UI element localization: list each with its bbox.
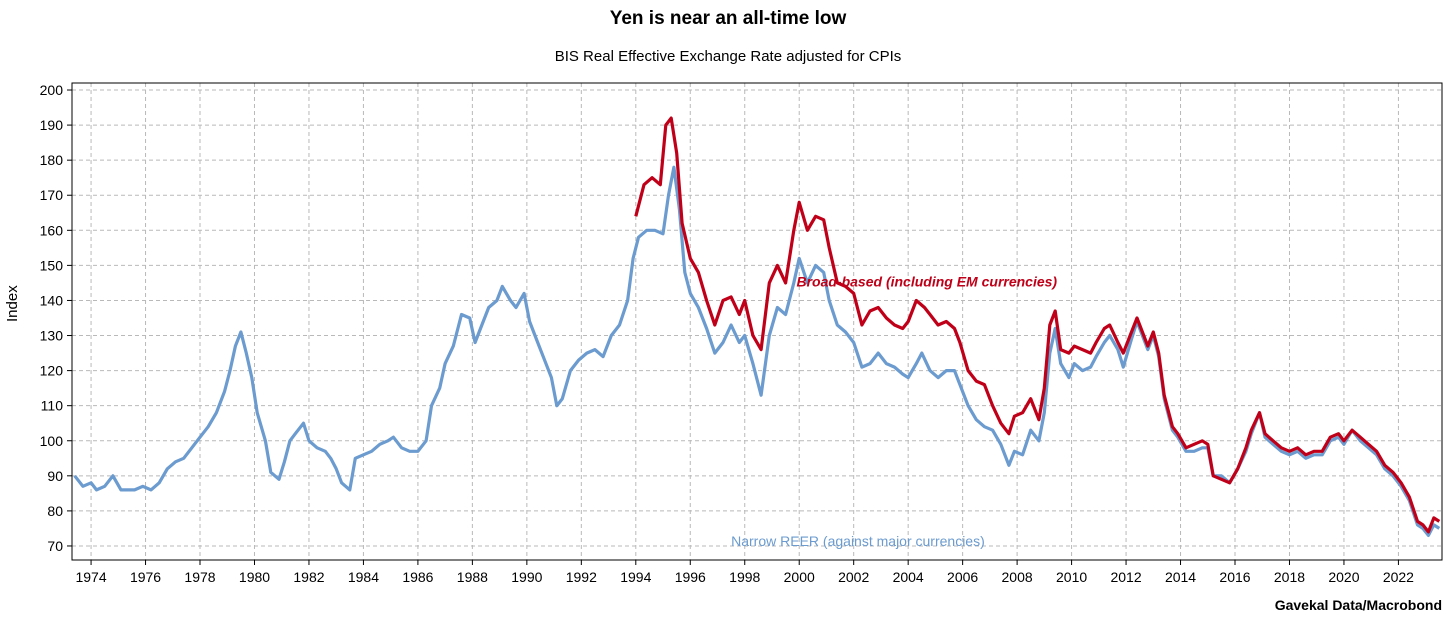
x-axis: 1974 1976 1978 1980 1982 1984 1986 1988 1990 1992… [75, 560, 1414, 585]
x-tick-label: 2014 [1165, 569, 1196, 585]
x-tick-label: 2002 [838, 569, 869, 585]
y-tick-label: 80 [47, 503, 63, 519]
x-tick-label: 1990 [511, 569, 542, 585]
narrow-reer-label: Narrow REER (against major currencies) [731, 533, 985, 549]
y-tick-label: 100 [40, 433, 64, 449]
x-tick-label: 1980 [239, 569, 270, 585]
y-tick-label: 170 [40, 187, 64, 203]
y-tick-label: 130 [40, 328, 64, 344]
x-tick-label: 2018 [1274, 569, 1305, 585]
chart-title: Yen is near an all-time low [609, 8, 847, 29]
y-tick-label: 70 [47, 538, 63, 554]
x-tick-label: 1986 [402, 569, 433, 585]
y-tick-label: 200 [40, 82, 64, 98]
x-tick-label: 2016 [1219, 569, 1250, 585]
x-tick-label: 2008 [1002, 569, 1033, 585]
y-axis: 70 80 90 100 110 120 130 140 150 160 170 180 190 200 [40, 82, 72, 554]
y-tick-label: 140 [40, 292, 64, 308]
x-tick-label: 1992 [566, 569, 597, 585]
x-tick-label: 2010 [1056, 569, 1087, 585]
x-tick-label: 1988 [457, 569, 488, 585]
x-tick-label: 2000 [784, 569, 815, 585]
y-tick-label: 180 [40, 152, 64, 168]
x-tick-label: 2020 [1328, 569, 1359, 585]
x-tick-label: 1996 [675, 569, 706, 585]
x-tick-label: 1994 [620, 569, 651, 585]
x-tick-label: 1978 [184, 569, 215, 585]
x-tick-label: 2006 [947, 569, 978, 585]
series-line-broad-based [634, 116, 1441, 534]
y-tick-label: 120 [40, 363, 64, 379]
x-tick-label: 1984 [348, 569, 379, 585]
x-tick-label: 1976 [130, 569, 161, 585]
x-tick-label: 1974 [75, 569, 106, 585]
y-tick-label: 160 [40, 222, 64, 238]
series-lines [73, 116, 1441, 537]
x-tick-label: 2004 [893, 569, 924, 585]
x-tick-label: 2012 [1110, 569, 1141, 585]
x-tick-label: 1998 [729, 569, 760, 585]
series-line-narrow-reer [73, 165, 1441, 537]
y-tick-label: 110 [41, 398, 64, 414]
grid-lines [72, 83, 1442, 560]
chart-subtitle: BIS Real Effective Exchange Rate adjuste… [554, 48, 902, 65]
broad-based-label: Broad-based (including EM currencies) [796, 273, 1057, 289]
plot-frame [71, 82, 1443, 561]
x-tick-label: 1982 [293, 569, 324, 585]
y-tick-label: 190 [40, 117, 64, 133]
annotations: Broad-based (including EM currencies) Nar… [731, 273, 1057, 549]
y-tick-label: 150 [40, 257, 64, 273]
y-tick-label: 90 [47, 468, 63, 484]
x-tick-label: 2022 [1383, 569, 1414, 585]
source-credit: Gavekal Data/Macrobond [1274, 597, 1442, 613]
